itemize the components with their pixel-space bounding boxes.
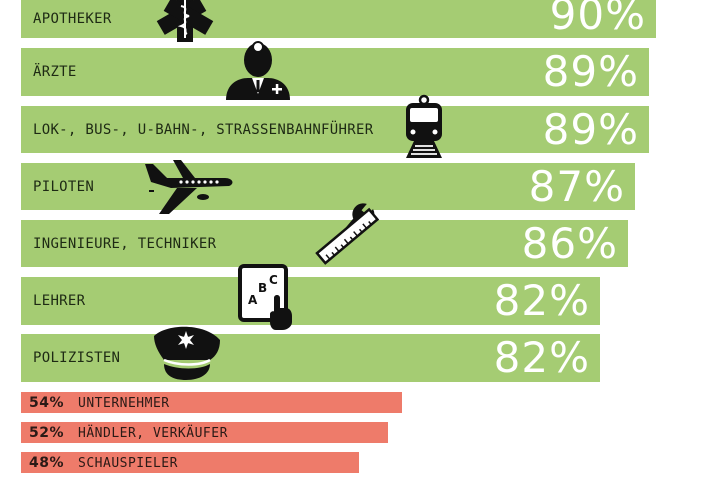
bar-label: INGENIEURE, TECHNIKER: [33, 235, 217, 252]
bar-value: 89%: [542, 104, 639, 154]
bar-value: 86%: [521, 218, 618, 268]
bar-text: 52% HÄNDLER, VERKÄUFER: [29, 425, 228, 441]
bar-label: HÄNDLER, VERKÄUFER: [78, 425, 228, 441]
bar-unternehmer: 54% UNTERNEHMER: [21, 392, 402, 413]
bar-text: 48% SCHAUSPIELER: [29, 455, 178, 471]
wrench-ruler-icon: [308, 200, 384, 270]
bar-value: 82%: [493, 276, 590, 325]
bar-label: ÄRZTE: [33, 64, 77, 80]
bar-apotheker: APOTHEKER 90%: [21, 0, 656, 38]
svg-text:A: A: [248, 293, 258, 307]
bar-text: 54% UNTERNEHMER: [29, 395, 170, 411]
doctor-icon: [224, 38, 292, 100]
bar-value: 54%: [29, 394, 65, 411]
bar-label: POLIZISTEN: [33, 350, 121, 366]
bar-label: PILOTEN: [33, 178, 95, 195]
bar-value: 87%: [528, 161, 625, 211]
bar-schauspieler: 48% SCHAUSPIELER: [21, 452, 359, 473]
svg-text:C: C: [269, 273, 278, 287]
bar-value: 48%: [29, 454, 65, 471]
bar-value: 82%: [493, 333, 590, 382]
bar-value: 90%: [549, 0, 646, 40]
train-icon: [402, 94, 446, 160]
svg-text:B: B: [258, 281, 267, 295]
bar-label: SCHAUSPIELER: [78, 455, 178, 471]
bar-haendler: 52% HÄNDLER, VERKÄUFER: [21, 422, 388, 443]
bar-aerzte: ÄRZTE 89%: [21, 48, 649, 96]
bar-label: LEHRER: [33, 293, 86, 309]
police-cap-icon: [150, 322, 222, 382]
airplane-icon: [137, 158, 235, 216]
bar-polizisten: POLIZISTEN 82%: [21, 334, 600, 382]
abc-tablet-icon: A B C: [238, 264, 292, 330]
bar-piloten: PILOTEN 87%: [21, 163, 635, 210]
star-of-life-icon: [155, 0, 215, 42]
bar-lehrer: LEHRER 82%: [21, 277, 600, 325]
bar-value: 52%: [29, 424, 65, 441]
bar-label: APOTHEKER: [33, 10, 112, 27]
bar-label: UNTERNEHMER: [78, 395, 170, 411]
bar-value: 89%: [542, 47, 639, 96]
bar-label: LOK-, BUS-, U-BAHN-, STRASSENBAHNFÜHRER: [33, 121, 374, 138]
bar-ingenieure: INGENIEURE, TECHNIKER 86%: [21, 220, 628, 267]
bar-lokfuehrer: LOK-, BUS-, U-BAHN-, STRASSENBAHNFÜHRER …: [21, 106, 649, 153]
